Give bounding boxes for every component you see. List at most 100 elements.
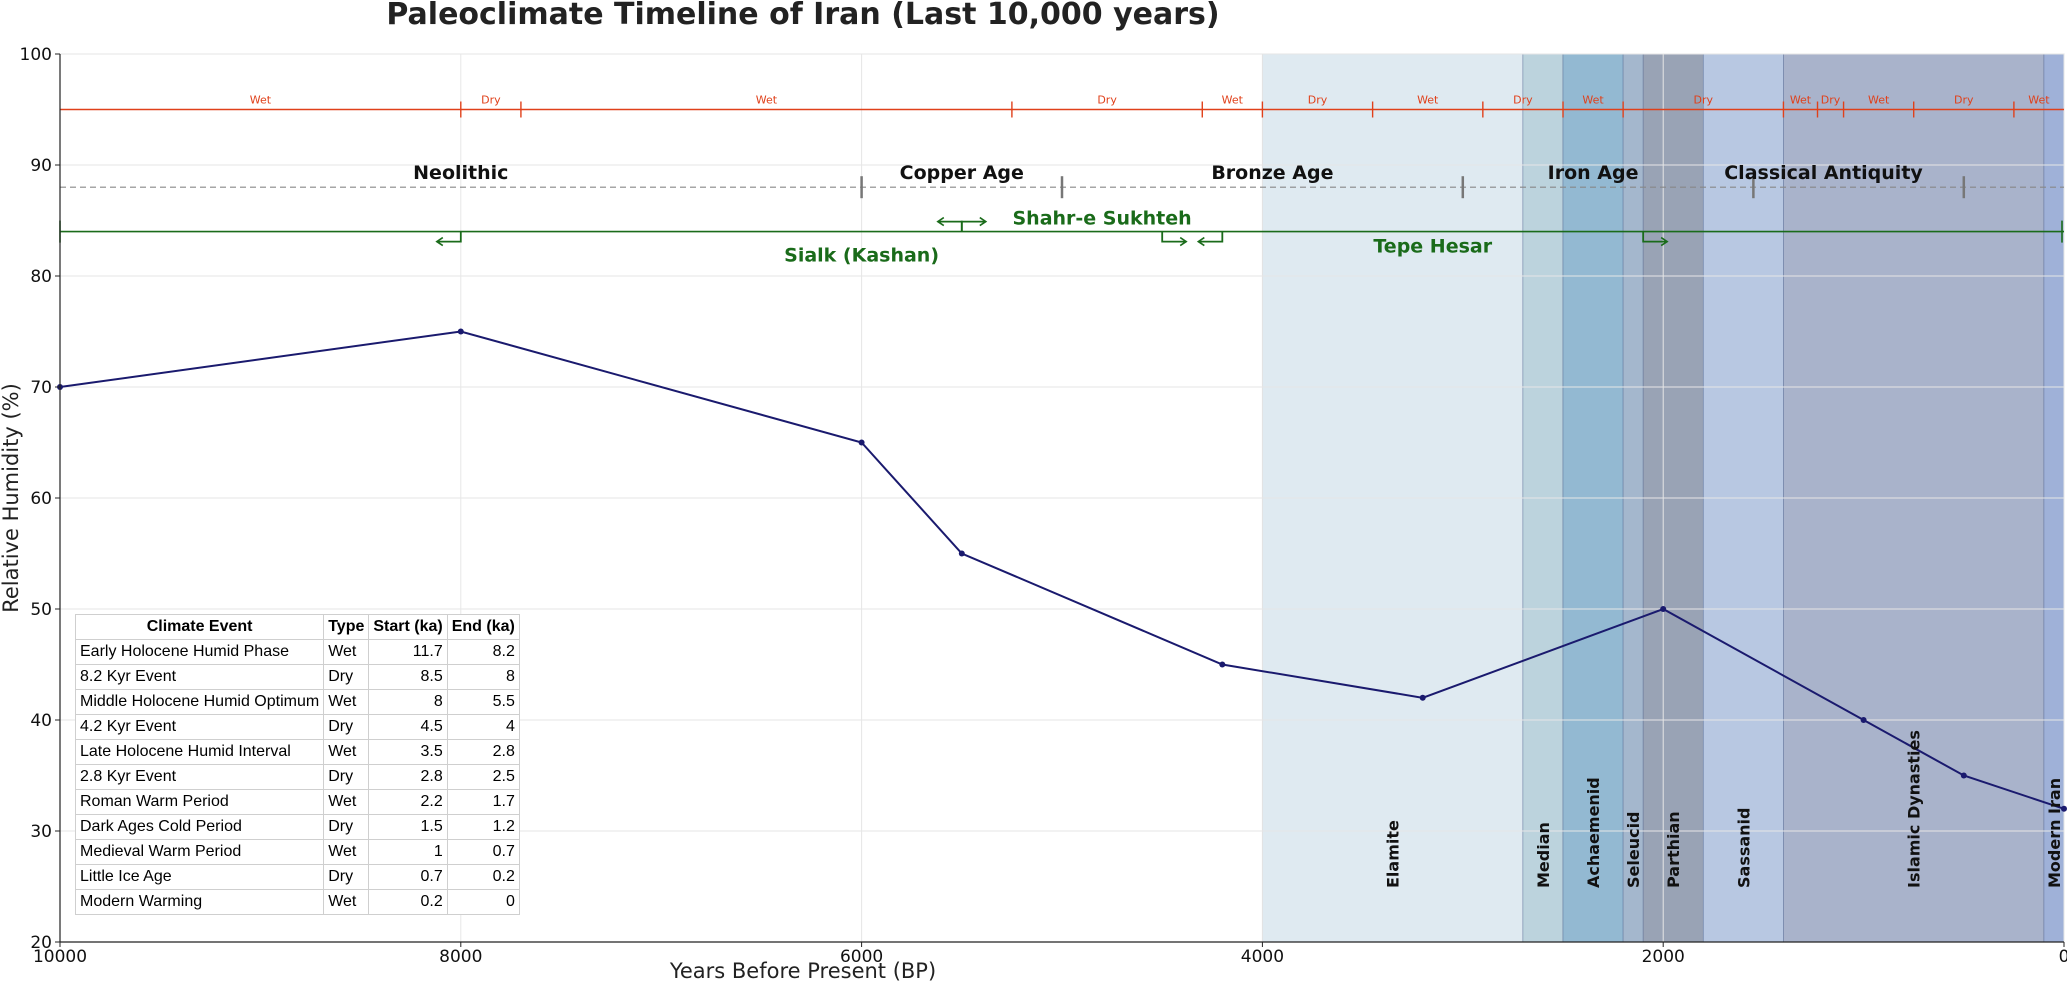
humidity-point xyxy=(858,439,865,446)
site-arrowhead xyxy=(435,236,444,247)
table-cell: Wet xyxy=(323,839,370,865)
humidity-point xyxy=(2061,805,2067,812)
site-label: Tepe Hesar xyxy=(1373,236,1492,258)
table-cell: 0.7 xyxy=(368,864,448,890)
climate-phase-label: Dry xyxy=(1513,94,1533,107)
table-row: Dark Ages Cold Period Dry 1.5 1.2 xyxy=(74,814,520,840)
table-cell: 1.5 xyxy=(368,814,448,840)
table-row: Early Holocene Humid Phase Wet 11.7 8.2 xyxy=(74,639,520,665)
table-cell: 2.5 xyxy=(446,764,520,790)
table-row: 4.2 Kyr Event Dry 4.5 4 xyxy=(74,714,520,740)
table-cell: 0 xyxy=(446,889,520,915)
table-row: 8.2 Kyr Event Dry 8.5 8 xyxy=(74,664,520,690)
y-axis-label: Relative Humidity (%) xyxy=(0,383,23,613)
table-header-cell: Climate Event xyxy=(74,614,325,640)
site-label: Shahr-e Sukhteh xyxy=(1012,208,1191,230)
table-row: Little Ice Age Dry 0.7 0.2 xyxy=(74,864,520,890)
humidity-point xyxy=(1419,694,1426,701)
table-cell: 4 xyxy=(446,714,520,740)
table-row: Modern Warming Wet 0.2 0 xyxy=(74,889,520,915)
table-row: Roman Warm Period Wet 2.2 1.7 xyxy=(74,789,520,815)
table-header-cell: End (ka) xyxy=(446,614,520,640)
site-bracket xyxy=(937,220,963,232)
humidity-point xyxy=(1660,606,1667,612)
climate-phase-label: Dry xyxy=(481,94,501,107)
cultural-period-label: Bronze Age xyxy=(1211,162,1333,184)
table-header-cell: Type xyxy=(323,614,370,640)
x-tick-label: 2000 xyxy=(1642,947,1685,967)
table-row: 2.8 Kyr Event Dry 2.8 2.5 xyxy=(74,764,520,790)
site-bracket xyxy=(436,231,462,243)
table-cell: 1.2 xyxy=(446,814,520,840)
table-cell: Dark Ages Cold Period xyxy=(74,814,325,840)
cultural-period-label: Neolithic xyxy=(413,162,508,184)
table-cell: 8 xyxy=(368,689,448,715)
humidity-point xyxy=(457,328,464,335)
site-arrowhead xyxy=(979,216,988,227)
table-cell: Dry xyxy=(323,714,370,740)
table-cell: 5.5 xyxy=(446,689,520,715)
x-tick-label: 8000 xyxy=(439,947,482,967)
table-cell: 2.8 Kyr Event xyxy=(74,764,325,790)
y-tick-label: 100 xyxy=(20,45,52,65)
table-cell: Early Holocene Humid Phase xyxy=(74,639,325,665)
climate-phase-label: Wet xyxy=(1222,94,1244,107)
site-arrowhead xyxy=(936,216,945,227)
humidity-point xyxy=(1960,772,1967,779)
table-cell: 2.2 xyxy=(368,789,448,815)
climate-phase-label: Dry xyxy=(1821,94,1841,107)
table-cell: 0.2 xyxy=(446,864,520,890)
x-axis-label: Years Before Present (BP) xyxy=(669,959,936,983)
site-arrowhead xyxy=(1660,236,1669,247)
site-arrowhead xyxy=(1196,236,1205,247)
table-cell: Wet xyxy=(323,639,370,665)
x-tick-label: 0 xyxy=(2059,947,2067,967)
climate-phase-label: Dry xyxy=(1954,94,1974,107)
climate-phase-label: Wet xyxy=(1582,94,1604,107)
table-row: Medieval Warm Period Wet 1 0.7 xyxy=(74,839,520,865)
x-tick-label: 10000 xyxy=(33,947,87,967)
climate-phase-label: Wet xyxy=(1417,94,1439,107)
climate-phase-label: Dry xyxy=(1694,94,1714,107)
climate-phase-label: Wet xyxy=(756,94,778,107)
y-tick-label: 60 xyxy=(30,489,52,509)
table-cell: Dry xyxy=(323,764,370,790)
dynasty-label: Elamite xyxy=(1384,820,1403,888)
table-cell: 8.2 Kyr Event xyxy=(74,664,325,690)
table-cell: Dry xyxy=(323,664,370,690)
table-cell: Wet xyxy=(323,789,370,815)
table-cell: 11.7 xyxy=(368,639,448,665)
humidity-point xyxy=(1860,717,1867,723)
climate-phase-label: Dry xyxy=(1097,94,1117,107)
humidity-line xyxy=(59,330,2065,810)
climate-phase-label: Wet xyxy=(250,94,272,107)
table-cell: 4.2 Kyr Event xyxy=(74,714,325,740)
climate-phase-label: Dry xyxy=(1308,94,1328,107)
climate-event-table: Climate Event Type Start (ka) End (ka) Earl… xyxy=(74,614,520,915)
table-cell: Dry xyxy=(323,814,370,840)
table-cell: 8 xyxy=(446,664,520,690)
site-bracket xyxy=(1161,231,1187,243)
table-cell: 0.2 xyxy=(368,889,448,915)
humidity-series xyxy=(57,328,2067,812)
site-bracket xyxy=(1642,231,1668,243)
y-tick-label: 20 xyxy=(30,933,52,953)
table-cell: Middle Holocene Humid Optimum xyxy=(74,689,325,715)
y-tick-label: 40 xyxy=(30,711,52,731)
site-label: Sialk (Kashan) xyxy=(784,245,939,267)
table-cell: Roman Warm Period xyxy=(74,789,325,815)
table-cell: 2.8 xyxy=(368,764,448,790)
y-tick-label: 70 xyxy=(30,378,52,398)
humidity-point xyxy=(958,550,965,557)
table-cell: 3.5 xyxy=(368,739,448,765)
cultural-period-track: Neolithic Copper Age Bronze Age Iron Age Cla… xyxy=(60,162,2064,199)
y-tick-label: 30 xyxy=(30,822,52,842)
site-arrowhead xyxy=(1179,236,1188,247)
table-row: Late Holocene Humid Interval Wet 3.5 2.8 xyxy=(74,739,520,765)
table-body: Early Holocene Humid Phase Wet 11.7 8.2 8.2 … xyxy=(74,639,520,915)
table-cell: Wet xyxy=(323,689,370,715)
humidity-point xyxy=(1219,661,1226,668)
site-bracket xyxy=(1198,231,1224,243)
table-cell: Modern Warming xyxy=(74,889,325,915)
